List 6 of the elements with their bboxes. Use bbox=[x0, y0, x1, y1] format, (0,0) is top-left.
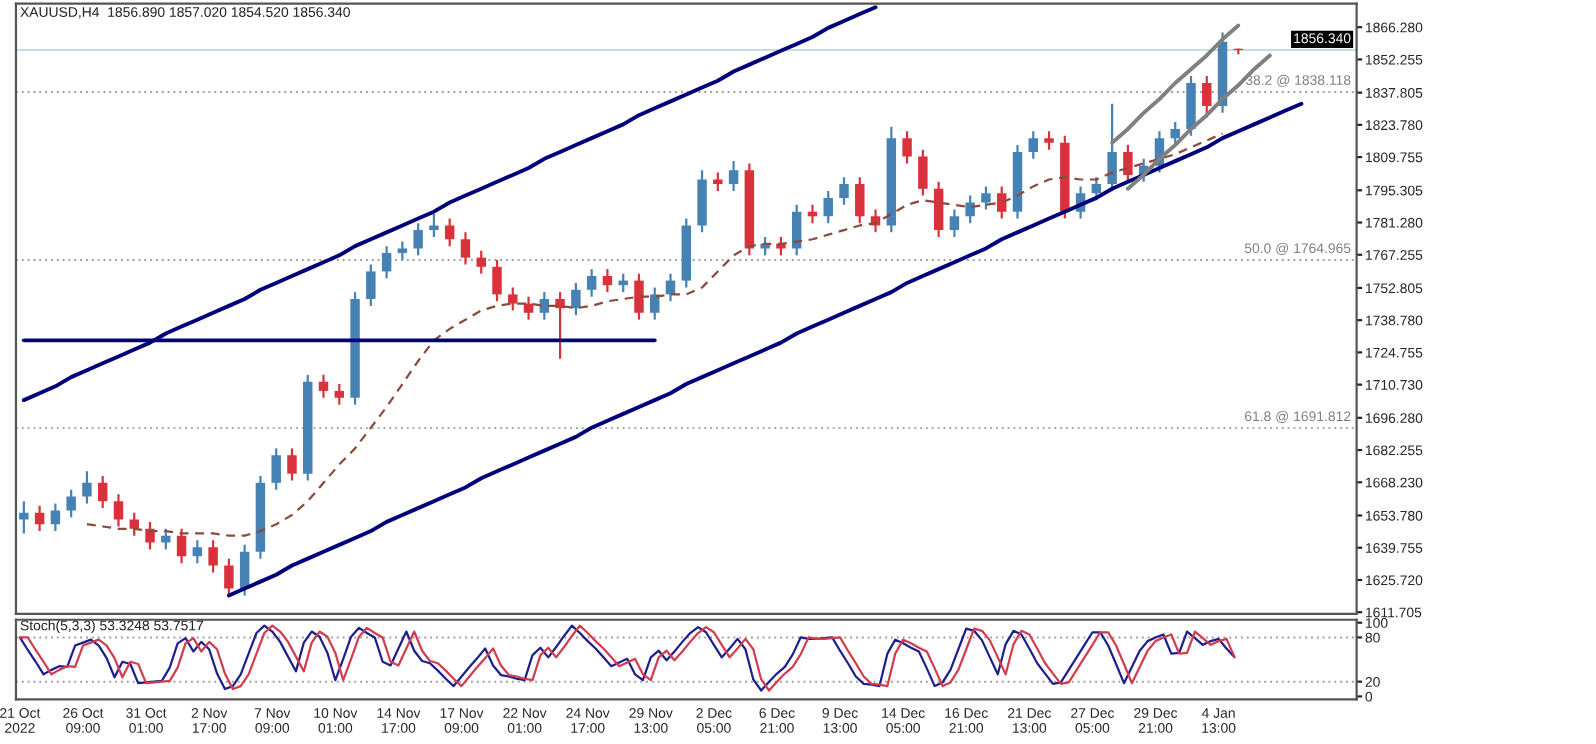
candlestick bbox=[1044, 130, 1054, 151]
candlestick bbox=[429, 212, 439, 239]
line-series bbox=[21, 5, 878, 403]
line-series bbox=[1110, 23, 1241, 145]
line-series bbox=[1125, 53, 1272, 191]
line-series bbox=[18, 624, 1236, 692]
